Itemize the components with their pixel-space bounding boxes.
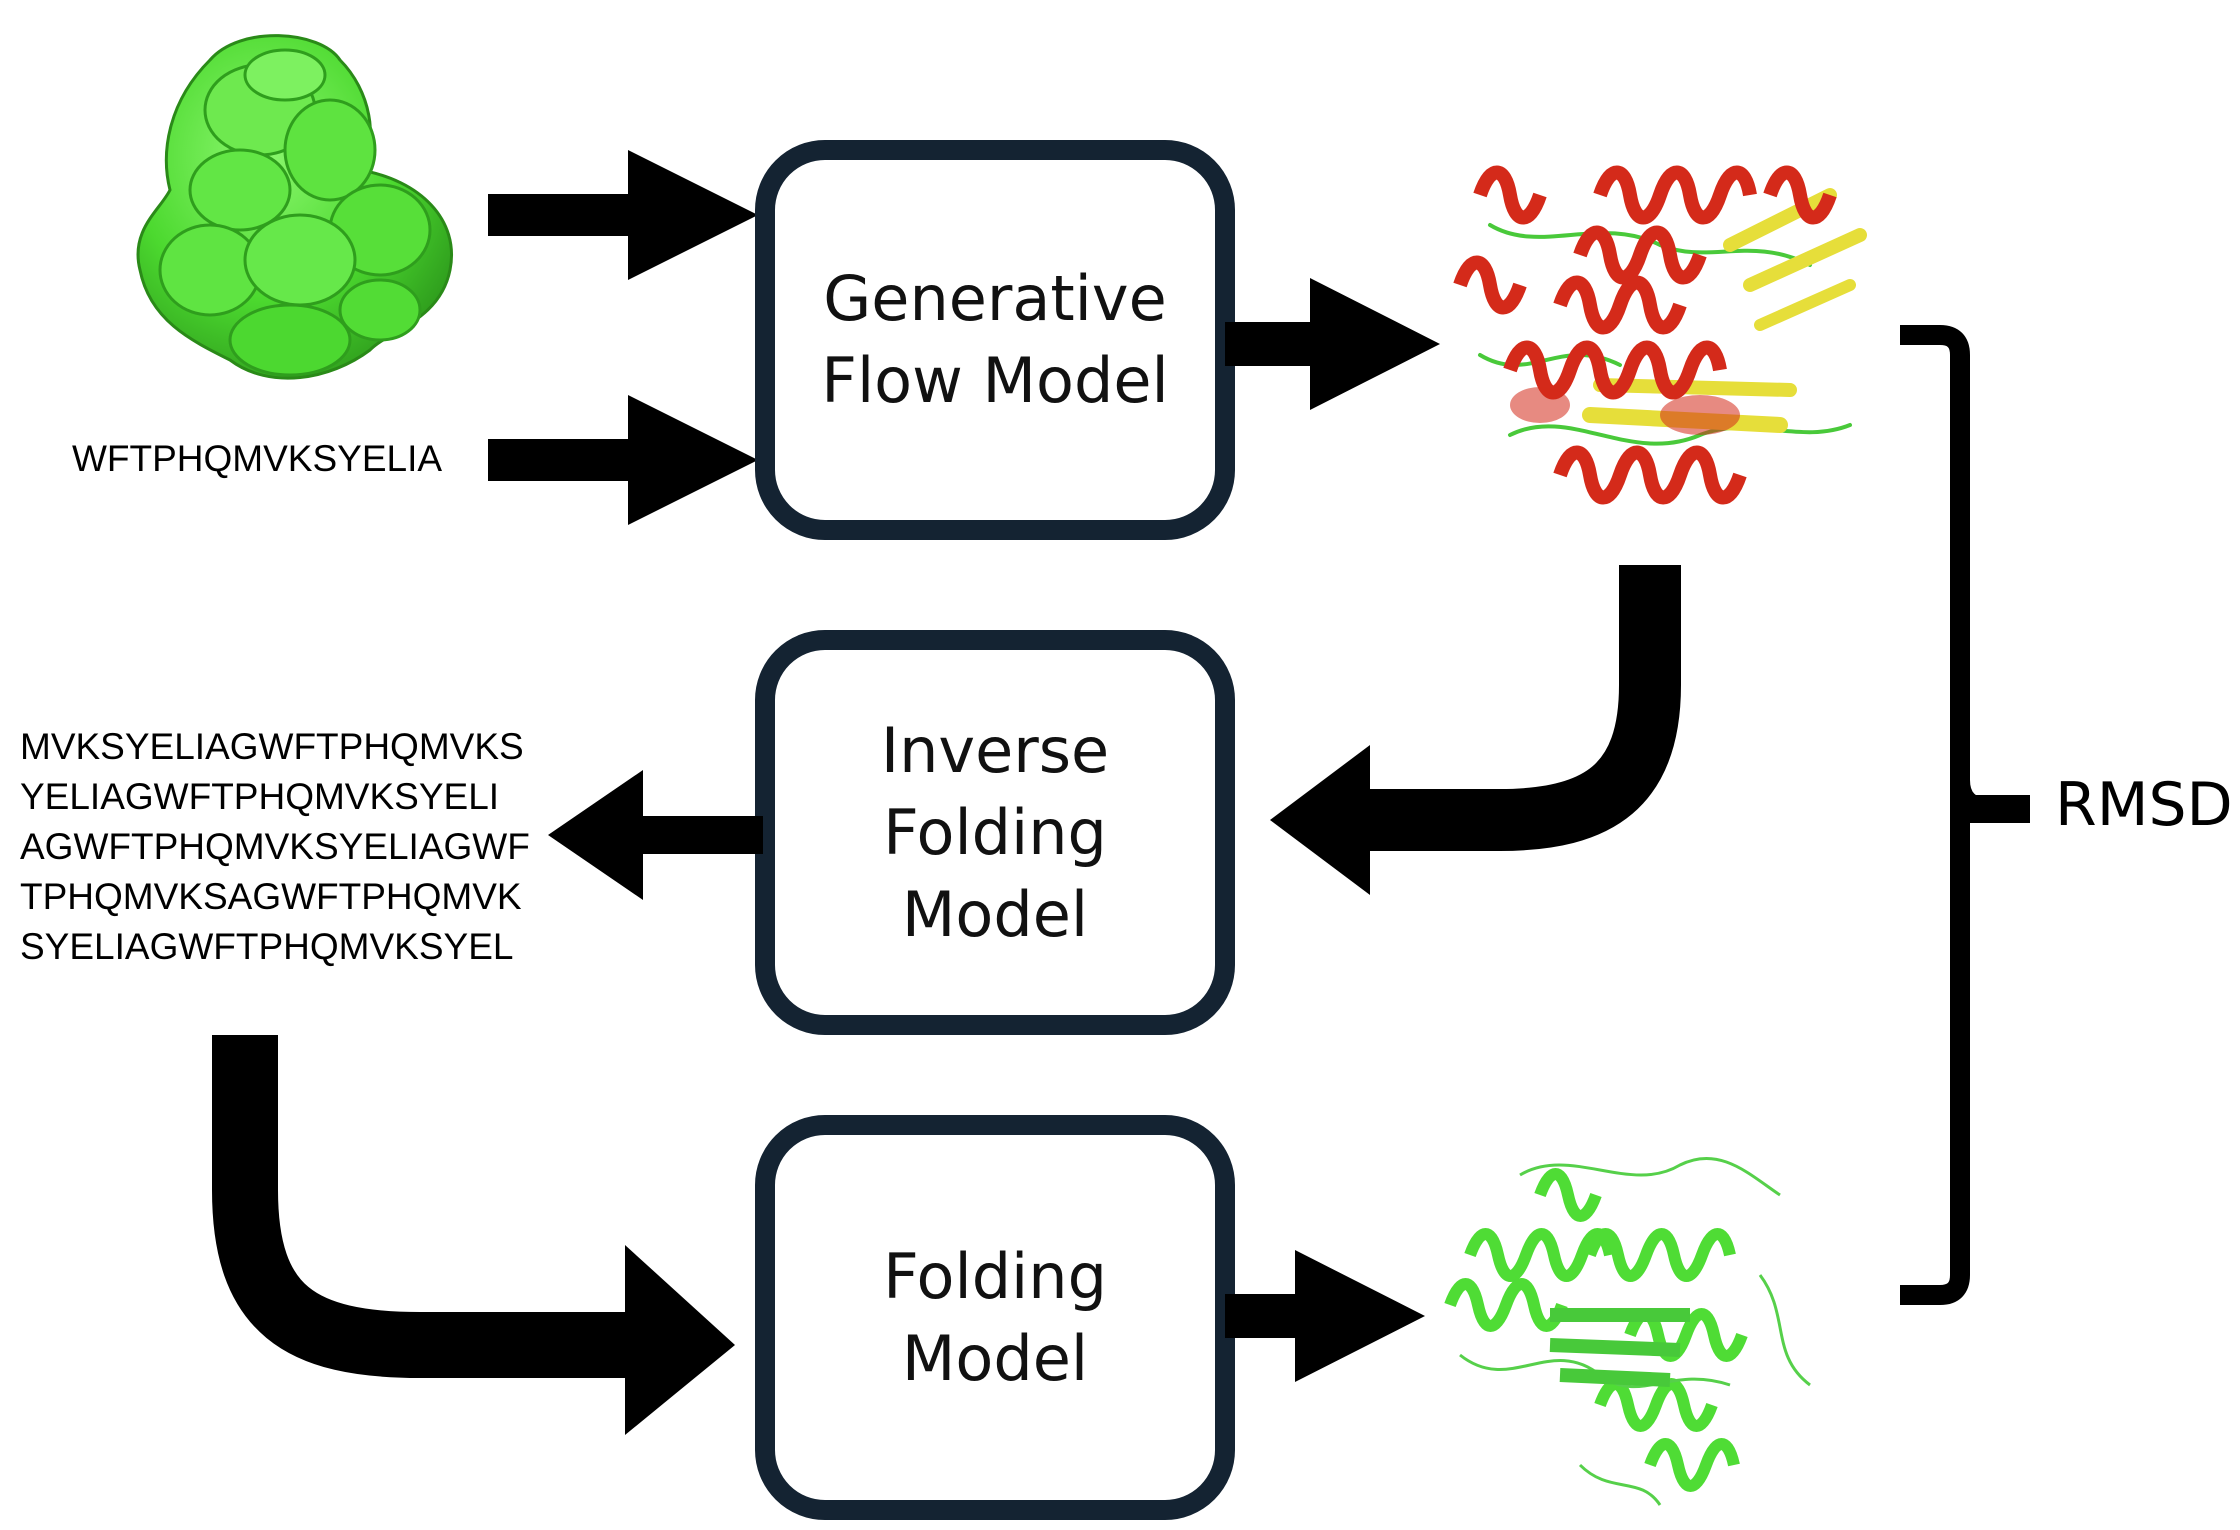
sequence-line: TPHQMVKSAGWFTPHQMVK (20, 876, 522, 917)
rmsd-label: RMSD (2055, 770, 2233, 840)
sequence-line: MVKSYELIAGWFTPHQMVKS (20, 726, 524, 767)
curved-arrow-icon (1270, 565, 1681, 895)
folding-model-box: Folding Model (755, 1115, 1235, 1520)
arrow-right-icon (1225, 1250, 1425, 1382)
inverse-folding-model-label: Inverse Folding Model (880, 713, 1110, 951)
sequence-line: SYELIAGWFTPHQMVKSYEL (20, 926, 514, 967)
curved-arrow-icon (212, 1035, 735, 1435)
protein-surface-icon (136, 34, 453, 380)
arrow-right-icon (1225, 278, 1440, 410)
sequence-line: AGWFTPHQMVKSYELIAGWF (20, 826, 530, 867)
arrow-left-icon (548, 770, 763, 900)
generative-flow-model-label: Generative Flow Model (821, 262, 1169, 417)
input-sequence: WFTPHQMVKSYELIA (72, 438, 443, 479)
sequence-line: YELIAGWFTPHQMVKSYELI (20, 776, 500, 817)
arrow-right-icon (488, 150, 758, 280)
designed-sequence: MVKSYELIAGWFTPHQMVKS YELIAGWFTPHQMVKSYEL… (20, 722, 530, 972)
arrow-right-icon (488, 395, 758, 525)
protein-ribbon-icon (1453, 165, 1867, 505)
inverse-folding-model-box: Inverse Folding Model (755, 630, 1235, 1035)
generative-flow-model-box: Generative Flow Model (755, 140, 1235, 540)
folding-model-label: Folding Model (883, 1239, 1107, 1395)
brace-icon (1900, 325, 2030, 1305)
protein-ribbon-icon (1444, 1156, 1811, 1506)
